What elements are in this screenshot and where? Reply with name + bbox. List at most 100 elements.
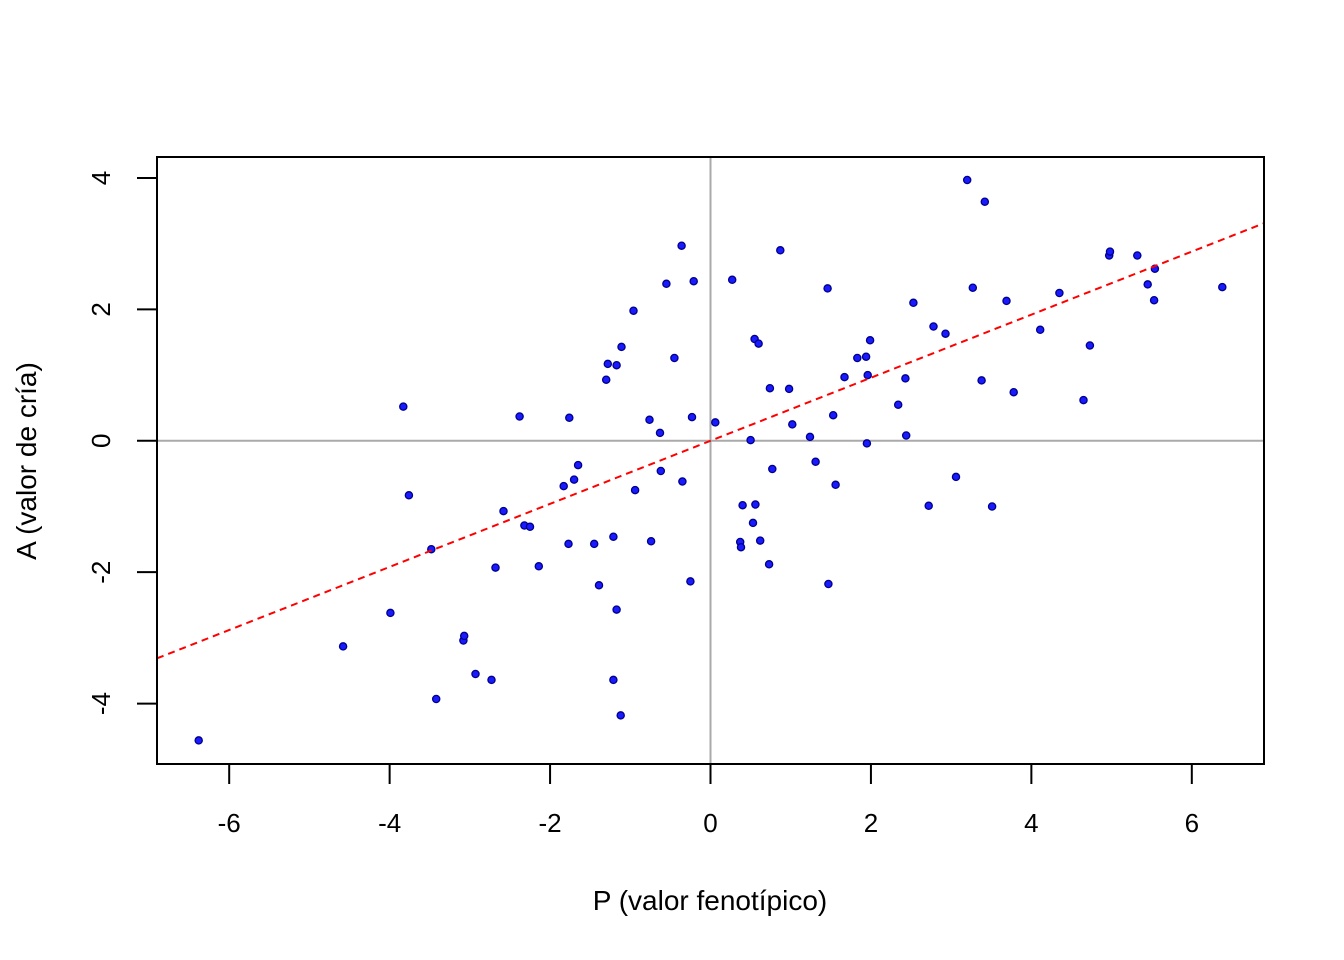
data-point (646, 537, 656, 546)
data-point (987, 502, 997, 511)
y-axis-title: A (valor de cría) (11, 362, 42, 560)
regression-line (156, 222, 1265, 660)
data-point (754, 339, 763, 348)
data-point (977, 376, 986, 385)
data-point (589, 539, 599, 549)
data-point (1133, 251, 1142, 260)
data-point (662, 279, 671, 289)
data-point (645, 415, 654, 425)
data-point (1002, 296, 1011, 306)
data-point (861, 352, 871, 361)
y-tick-label: -2 (86, 561, 116, 584)
data-point (865, 336, 875, 345)
data-point (559, 481, 568, 491)
data-point (824, 579, 833, 589)
data-point (1055, 288, 1064, 298)
data-point (194, 736, 203, 745)
data-point (751, 500, 760, 509)
data-point (594, 581, 604, 590)
data-point (573, 460, 583, 470)
data-point (811, 457, 820, 467)
reference-lines (157, 157, 1264, 764)
x-tick-label: 0 (703, 808, 717, 838)
data-point (689, 276, 698, 286)
data-point (1149, 295, 1159, 305)
x-axis: -6 -4 -2 0 2 4 6 (218, 763, 1199, 838)
x-tick-label: 2 (864, 808, 878, 838)
data-point (727, 275, 737, 285)
data-point (601, 375, 611, 384)
data-point (1035, 325, 1045, 335)
data-point (630, 485, 640, 495)
data-point (980, 197, 990, 206)
x-axis-title: P (valor fenotípico) (593, 885, 828, 916)
data-point (748, 518, 758, 528)
data-point (399, 402, 408, 411)
data-point (609, 532, 618, 541)
y-tick-label: 4 (86, 171, 116, 185)
data-point (840, 372, 849, 382)
data-point (1218, 282, 1227, 292)
data-point (386, 608, 395, 618)
data-point (564, 539, 573, 549)
data-point (853, 353, 862, 363)
data-point (603, 359, 613, 369)
data-point (487, 675, 496, 685)
data-point (670, 353, 679, 363)
data-point (776, 246, 785, 255)
y-tick-label: -4 (86, 692, 116, 715)
data-point (784, 384, 794, 394)
data-point (1105, 247, 1115, 256)
data-point (962, 175, 972, 185)
data-point (629, 306, 638, 315)
data-point (828, 410, 838, 420)
data-point (901, 431, 911, 440)
x-tick-label: 6 (1185, 808, 1199, 838)
regression-line-group (156, 222, 1265, 660)
data-point (1085, 341, 1095, 350)
data-point (612, 605, 621, 614)
y-tick-label: 2 (86, 302, 116, 316)
data-point (746, 435, 755, 445)
data-point (616, 711, 625, 720)
data-point (609, 675, 618, 685)
data-point (686, 577, 695, 586)
x-tick-label: -4 (378, 808, 401, 838)
x-tick-label: 4 (1024, 808, 1038, 838)
x-tick-label: -6 (218, 808, 241, 838)
data-point (515, 412, 524, 421)
data-point (764, 560, 774, 569)
data-point (617, 342, 626, 352)
data-point (677, 241, 686, 250)
data-point (924, 501, 933, 511)
data-point (459, 631, 469, 641)
data-point (1009, 387, 1018, 397)
data-point (968, 283, 978, 292)
data-point (404, 491, 414, 500)
data-points (194, 175, 1227, 745)
data-point (765, 383, 775, 393)
y-tick-label: 0 (86, 434, 116, 448)
data-point (499, 506, 508, 516)
data-point (525, 522, 535, 532)
data-point (893, 400, 903, 409)
data-point (678, 477, 687, 486)
data-point (491, 563, 500, 572)
data-point (863, 370, 872, 380)
data-point (431, 694, 441, 704)
data-point (534, 562, 544, 571)
data-point (755, 536, 765, 545)
data-point (1143, 280, 1152, 289)
data-point (805, 432, 815, 442)
data-point (569, 475, 579, 484)
data-point (711, 418, 720, 427)
data-point (862, 439, 872, 448)
data-point (929, 322, 938, 331)
data-point (338, 642, 348, 651)
data-point (823, 284, 832, 293)
data-point (951, 472, 961, 482)
x-tick-label: -2 (539, 808, 562, 838)
data-point (736, 542, 746, 552)
data-point (565, 413, 574, 423)
